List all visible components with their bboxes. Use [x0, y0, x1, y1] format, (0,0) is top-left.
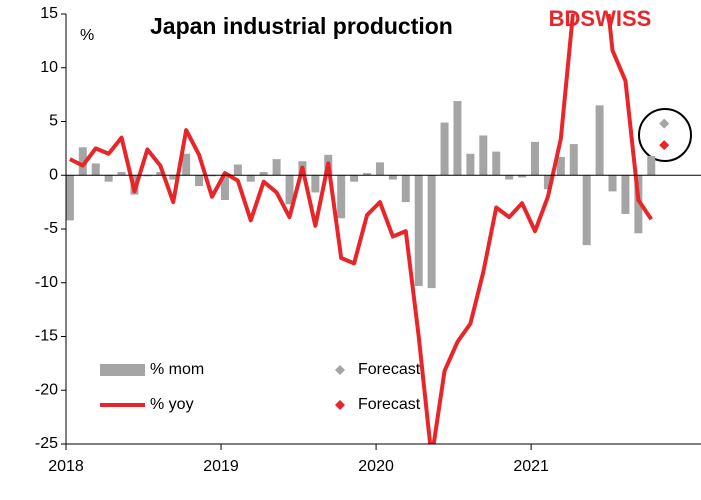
bar — [66, 175, 74, 221]
y-tick-label: 0 — [49, 166, 58, 183]
forecast-marker — [659, 118, 670, 129]
bar — [259, 172, 268, 176]
bar — [195, 175, 204, 186]
forecast-marker — [659, 140, 670, 151]
bar — [647, 155, 656, 176]
y-tick-label: 15 — [40, 5, 58, 22]
x-tick-label: 2020 — [358, 458, 394, 475]
bar — [505, 175, 514, 180]
bar — [78, 147, 87, 176]
bar — [182, 153, 191, 176]
x-tick-label: 2018 — [48, 458, 84, 475]
legend-label: Forecast — [358, 396, 421, 413]
bar — [363, 173, 372, 176]
bar — [401, 175, 410, 203]
bar — [492, 151, 501, 176]
bar — [634, 175, 643, 234]
legend-label: Forecast — [358, 361, 421, 378]
bar — [233, 164, 242, 176]
bar — [543, 175, 552, 190]
y-tick-label: 10 — [40, 59, 58, 76]
bar — [246, 175, 255, 182]
bar — [117, 172, 126, 176]
x-tick-label: 2021 — [513, 458, 549, 475]
bar — [479, 135, 488, 176]
y-tick-label: 5 — [49, 113, 58, 130]
bar — [285, 175, 294, 205]
bar — [104, 175, 113, 182]
line — [68, 14, 653, 444]
bar — [569, 144, 578, 176]
chart-title: Japan industrial production — [150, 13, 453, 39]
bar — [582, 175, 591, 246]
bar — [414, 175, 423, 286]
bar — [621, 175, 630, 214]
bar — [272, 159, 281, 176]
legend-swatch — [100, 364, 145, 376]
bar — [207, 175, 216, 177]
legend-label: % yoy — [150, 396, 194, 413]
plot-area — [66, 14, 670, 444]
bar — [518, 175, 527, 178]
bar — [440, 122, 449, 176]
x-tick-label: 2019 — [203, 458, 239, 475]
bar — [608, 175, 617, 192]
bar — [220, 175, 229, 200]
bar — [556, 156, 565, 176]
bar — [375, 162, 384, 176]
bar — [143, 175, 152, 177]
bar — [91, 163, 100, 176]
bar — [453, 101, 462, 176]
y-tick-label: -25 — [35, 435, 58, 452]
legend-swatch — [335, 400, 345, 410]
legend-label: % mom — [150, 361, 204, 378]
bar — [156, 172, 165, 176]
bar — [595, 105, 604, 176]
forecast-highlight — [638, 108, 692, 162]
bar — [337, 175, 346, 219]
y-tick-label: -20 — [35, 381, 58, 398]
bar — [427, 175, 436, 289]
bar — [466, 153, 475, 176]
bar — [530, 141, 539, 176]
bar — [311, 175, 320, 193]
bar — [169, 175, 178, 180]
y-axis-label: % — [80, 27, 94, 44]
bar — [388, 175, 397, 180]
y-tick-label: -10 — [35, 274, 58, 291]
legend-swatch — [335, 365, 345, 375]
y-tick-label: -5 — [44, 220, 58, 237]
y-tick-label: -15 — [35, 328, 58, 345]
logo: BDSWISS — [549, 6, 652, 31]
bar — [350, 175, 359, 182]
